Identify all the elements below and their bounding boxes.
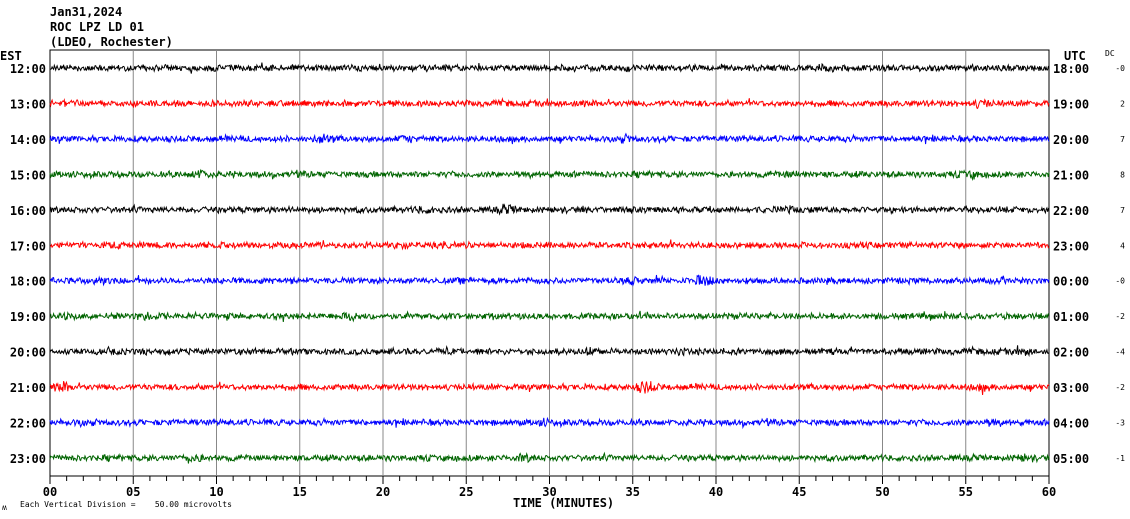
utc-time-label: 21:00	[1053, 168, 1089, 182]
dc-offset-label: 7	[1120, 135, 1125, 144]
x-tick-label: 50	[875, 485, 889, 499]
dc-offset-label: -0	[1115, 64, 1125, 73]
trace-row-1200	[49, 62, 1050, 74]
utc-time-label: 05:00	[1053, 452, 1089, 466]
utc-time-label: 20:00	[1053, 133, 1089, 147]
title-network: (LDEO, Rochester)	[50, 35, 173, 49]
grid	[132, 50, 967, 476]
trace-row-2000	[49, 344, 1050, 358]
est-time-label: 12:00	[10, 62, 46, 76]
est-time-label: 18:00	[10, 275, 46, 289]
title-date: Jan31,2024	[50, 5, 122, 19]
x-tick-label: 40	[709, 485, 723, 499]
x-tick-label: 35	[626, 485, 640, 499]
scale-note: Each Vertical Division = 50.00 microvolt…	[20, 500, 232, 509]
right-axis-title: UTC	[1064, 49, 1086, 63]
est-time-label: 14:00	[10, 133, 46, 147]
corner-mark: ʍ	[2, 503, 7, 512]
utc-time-label: 01:00	[1053, 310, 1089, 324]
dc-offset-label: -0	[1115, 277, 1125, 286]
utc-time-label: 18:00	[1053, 62, 1089, 76]
x-tick-label: 05	[126, 485, 140, 499]
title-station: ROC LPZ LD 01	[50, 20, 144, 34]
trace-row-2100	[49, 380, 1050, 395]
x-tick-label: 60	[1042, 485, 1056, 499]
x-tick-label: 15	[293, 485, 307, 499]
x-tick-label: 25	[459, 485, 473, 499]
dc-offset-label: -2	[1115, 312, 1125, 321]
row-labels: 12:00 18:00 -0 13:00 19:00 2 14:00 20:00 7 15:00 2…	[10, 62, 1125, 466]
est-time-label: 17:00	[10, 239, 46, 253]
x-axis-label: TIME (MINUTES)	[513, 496, 614, 510]
left-axis-title: EST	[0, 49, 22, 63]
dc-offset-label: -2	[1115, 383, 1125, 392]
trace-row-2200	[49, 416, 1050, 430]
trace-row-1500	[49, 168, 1050, 181]
utc-time-label: 23:00	[1053, 239, 1089, 253]
utc-time-label: 22:00	[1053, 204, 1089, 218]
est-time-label: 19:00	[10, 310, 46, 324]
trace-row-1400	[49, 132, 1050, 145]
dc-offset-label: 8	[1120, 170, 1125, 179]
trace-row-1800	[49, 274, 1050, 287]
est-time-label: 22:00	[10, 417, 46, 431]
trace-row-1900	[50, 310, 1050, 323]
dc-offset-label: -3	[1115, 419, 1125, 428]
dc-offset-label: -1	[1115, 454, 1125, 463]
dc-offset-label: -4	[1115, 348, 1125, 357]
est-time-label: 16:00	[10, 204, 46, 218]
trace-row-2300	[49, 451, 1050, 464]
est-time-label: 13:00	[10, 97, 46, 111]
x-tick-label: 30	[542, 485, 556, 499]
est-time-label: 15:00	[10, 168, 46, 182]
utc-time-label: 04:00	[1053, 417, 1089, 431]
dc-offset-label: 4	[1120, 241, 1125, 250]
x-tick-label: 00	[43, 485, 57, 499]
utc-time-label: 19:00	[1053, 97, 1089, 111]
trace-row-1700	[49, 239, 1050, 251]
utc-time-label: 03:00	[1053, 381, 1089, 395]
dc-offset-label: 7	[1120, 206, 1125, 215]
trace-row-1300	[49, 96, 1050, 110]
est-time-label: 21:00	[10, 381, 46, 395]
utc-time-label: 02:00	[1053, 346, 1089, 360]
utc-time-label: 00:00	[1053, 275, 1089, 289]
x-tick-label: 45	[792, 485, 806, 499]
est-time-label: 20:00	[10, 346, 46, 360]
trace-row-1600	[49, 203, 1050, 216]
dc-title: DC	[1105, 49, 1115, 58]
est-time-label: 23:00	[10, 452, 46, 466]
x-tick-label: 55	[959, 485, 973, 499]
traces	[49, 62, 1050, 464]
x-tick-label: 20	[376, 485, 390, 499]
x-tick-label: 10	[209, 485, 223, 499]
dc-offset-label: 2	[1120, 99, 1125, 108]
x-axis: 00 05 10 15 20 25 30 35 40 45 50 55 60	[43, 476, 1056, 499]
